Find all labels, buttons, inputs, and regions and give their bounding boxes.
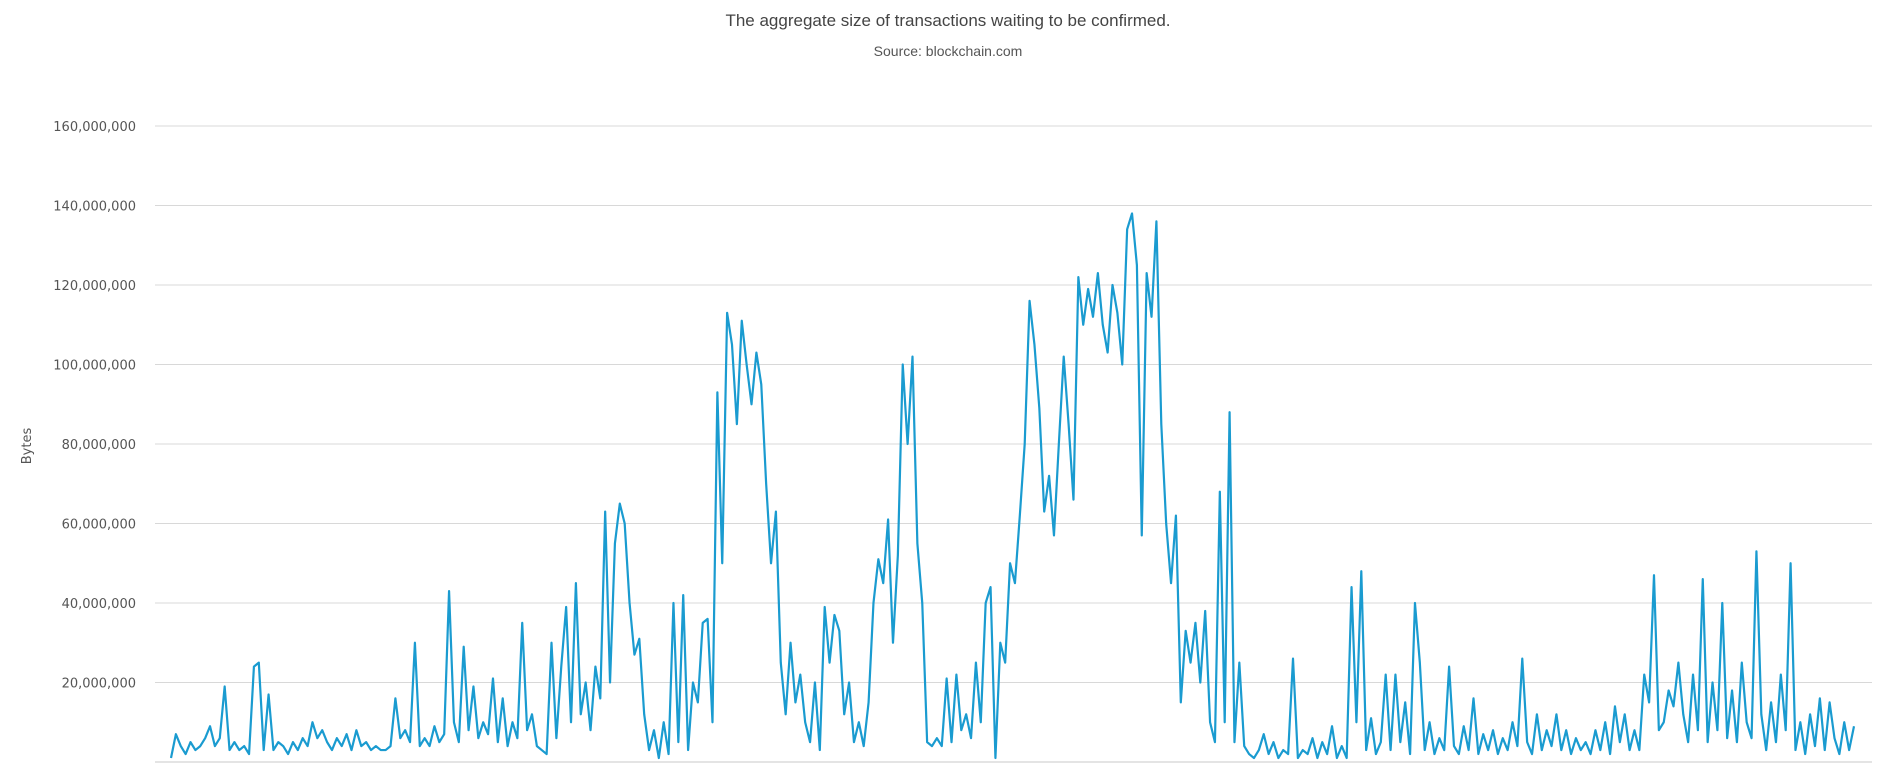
y-axis: 20,000,000 40,000,000 60,000,000 80,000,000… [53, 120, 136, 692]
grid [155, 125, 1872, 763]
y-tick-label: 20,000,000 [62, 677, 136, 692]
series-line [169, 212, 1856, 760]
y-tick-label: 100,000,000 [53, 359, 136, 374]
chart-subtitle: Source: blockchain.com [873, 43, 1023, 59]
y-tick-label: 160,000,000 [53, 120, 136, 135]
y-tick-label: 40,000,000 [62, 597, 136, 612]
plot-area [169, 212, 1856, 760]
y-tick-label: 60,000,000 [62, 518, 136, 533]
y-tick-label: 120,000,000 [53, 279, 136, 294]
chart-title: The aggregate size of transactions waiti… [725, 11, 1171, 30]
y-tick-label: 140,000,000 [53, 200, 136, 215]
y-tick-label: 80,000,000 [62, 438, 136, 453]
y-axis-label: Bytes [20, 428, 35, 465]
